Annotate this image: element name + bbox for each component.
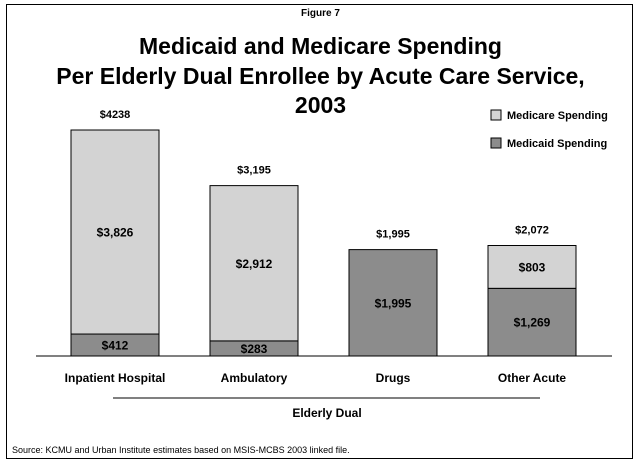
- legend-label-0: Medicare Spending: [507, 110, 608, 122]
- x-group-label: Elderly Dual: [292, 406, 361, 420]
- x-tick-label-3: Other Acute: [498, 371, 567, 385]
- label-medicaid-1: $283: [241, 342, 268, 356]
- chart-title-line-1: Medicaid and Medicare Spending: [139, 33, 502, 59]
- x-tick-label-1: Ambulatory: [221, 371, 288, 385]
- x-tick-label-0: Inpatient Hospital: [65, 371, 166, 385]
- legend-swatch-0: [490, 109, 502, 121]
- bar-medicare-3: [487, 245, 577, 289]
- source-note: Source: KCMU and Urban Institute estimat…: [12, 445, 350, 455]
- legend-label-1: Medicaid Spending: [507, 138, 607, 150]
- label-medicaid-0: $412: [102, 339, 129, 353]
- bar-medicare-0: [70, 129, 160, 335]
- label-total-0: $4238: [100, 109, 131, 121]
- x-tick-label-2: Drugs: [376, 371, 411, 385]
- legend-swatch-1: [490, 137, 502, 149]
- figure-label: Figure 7: [301, 8, 340, 19]
- chart-title-line-2: Per Elderly Dual Enrollee by Acute Care …: [56, 63, 585, 89]
- label-total-1: $3,195: [237, 165, 271, 177]
- bar-medicare-1: [209, 185, 299, 342]
- label-total-3: $2,072: [515, 225, 549, 237]
- chart-title-line-3: 2003: [294, 92, 347, 118]
- bar-medicaid-2: [348, 249, 438, 357]
- label-medicare-3: $803: [519, 260, 546, 274]
- label-medicare-0: $3,826: [97, 226, 134, 240]
- bar-medicaid-3: [487, 287, 577, 357]
- label-medicare-1: $2,912: [236, 257, 273, 271]
- label-medicaid-3: $1,269: [514, 316, 551, 330]
- label-medicaid-2: $1,995: [375, 296, 412, 310]
- label-total-2: $1,995: [376, 229, 410, 241]
